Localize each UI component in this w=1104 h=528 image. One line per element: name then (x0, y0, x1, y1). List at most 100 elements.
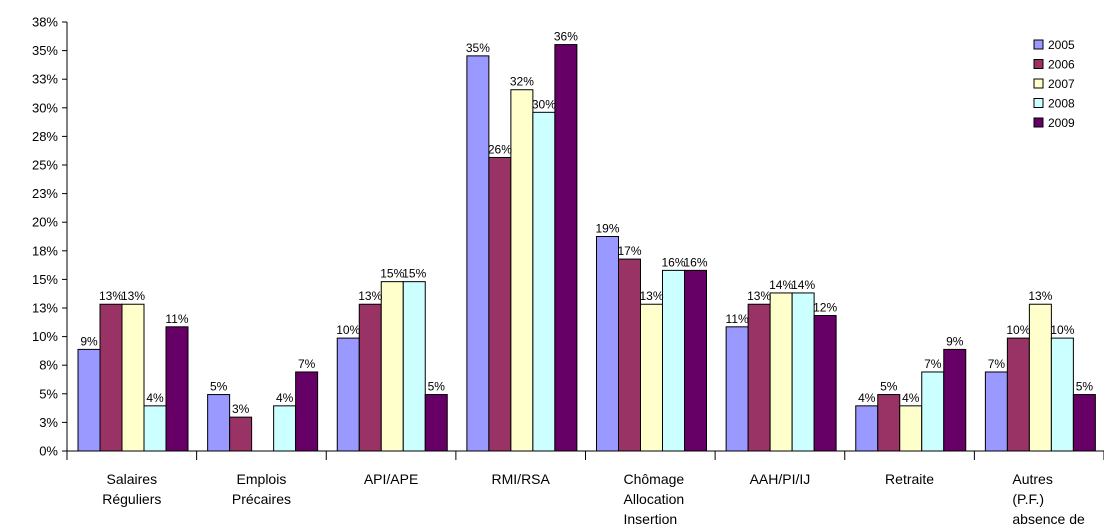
y-tick-label: 15% (32, 272, 58, 287)
data-label: 15% (380, 267, 404, 281)
bar-2005 (725, 326, 749, 452)
bar-2007 (899, 405, 923, 452)
data-label: 17% (617, 244, 641, 258)
y-tick-label: 3% (39, 415, 58, 430)
data-label: 7% (298, 357, 316, 371)
bar-2008 (402, 281, 426, 452)
data-label: 13% (121, 289, 145, 303)
x-category-label: Insertion (624, 511, 678, 527)
data-label: 16% (661, 255, 685, 269)
data-label: 11% (726, 312, 749, 326)
bar-2008 (921, 371, 945, 452)
bar-2005 (466, 55, 490, 452)
bar-2006 (99, 303, 123, 452)
data-label: 35% (466, 41, 490, 55)
x-category-label: Salaires (107, 471, 158, 487)
x-category-label: Chômage (624, 471, 685, 487)
legend: 2005 2006 2007 2008 2009 (1033, 38, 1075, 130)
bar-2005 (336, 337, 360, 452)
y-tick-label: 33% (32, 72, 58, 87)
y-tick-label: 0% (39, 444, 58, 459)
data-label: 13% (747, 289, 771, 303)
bar-2007 (121, 303, 145, 452)
bar-2009 (813, 315, 837, 452)
bar-2006 (877, 394, 901, 452)
y-tick-label: 30% (32, 100, 58, 115)
bar-2009 (943, 348, 967, 452)
data-label: 10% (1050, 323, 1074, 337)
legend-label: 2009 (1048, 116, 1075, 130)
y-tick-label: 10% (32, 329, 58, 344)
x-category-label: RMI/RSA (492, 471, 551, 487)
data-label: 5% (428, 380, 446, 394)
data-label: 26% (488, 142, 512, 156)
legend-label: 2007 (1048, 77, 1075, 91)
data-label: 9% (946, 334, 964, 348)
bar-2008 (273, 405, 297, 452)
bar-2009 (554, 44, 578, 452)
y-tick-label: 23% (32, 186, 58, 201)
x-category-label: API/APE (364, 471, 418, 487)
data-label: 4% (902, 391, 920, 405)
data-label: 30% (532, 97, 556, 111)
bar-2006 (1006, 337, 1030, 452)
bar-2008 (143, 405, 167, 452)
bar-2006 (229, 416, 253, 452)
x-category-label: Autres (1012, 471, 1052, 487)
y-tick-label: 8% (39, 358, 58, 373)
bar-2009 (1072, 394, 1096, 452)
legend-label: 2008 (1048, 97, 1075, 111)
data-label: 14% (769, 278, 793, 292)
x-category-label: absence de (1012, 511, 1085, 527)
data-label: 14% (791, 278, 815, 292)
x-category-label: Précaires (232, 491, 291, 507)
bar-2006 (358, 303, 382, 452)
bar-2006 (488, 156, 512, 452)
bars (77, 44, 1096, 452)
data-label: 11% (165, 312, 188, 326)
data-label: 5% (1076, 380, 1094, 394)
data-label: 5% (210, 380, 228, 394)
legend-swatch-2009 (1033, 117, 1044, 128)
bar-2007 (769, 292, 793, 452)
data-label: 13% (99, 289, 123, 303)
data-label: 7% (988, 357, 1006, 371)
legend-swatch-2005 (1033, 39, 1044, 50)
bar-2009 (684, 269, 707, 452)
legend-swatch-2008 (1033, 98, 1044, 108)
legend-swatch-2007 (1033, 78, 1044, 89)
data-label: 36% (554, 30, 578, 44)
legend-label: 2006 (1048, 58, 1075, 72)
y-tick-label: 5% (39, 386, 58, 401)
data-label: 13% (639, 289, 663, 303)
bar-2009 (295, 371, 319, 452)
x-category-label: Allocation (624, 491, 685, 507)
bar-2007 (1028, 303, 1052, 452)
bar-2005 (855, 405, 879, 452)
x-category-label: Retraite (885, 471, 934, 487)
data-label: 4% (146, 391, 164, 405)
data-label: 12% (813, 301, 837, 315)
data-label: 5% (880, 380, 898, 394)
y-axis: 0% 3% 5% 8% 10% 13% 15% 18% 20% 23% 25% 28% 30% 33% 35… (32, 15, 68, 459)
x-category-label: Réguliers (102, 491, 161, 507)
bar-2005 (207, 394, 231, 452)
bar-2008 (1050, 337, 1074, 452)
data-label: 32% (510, 75, 534, 89)
bar-2009 (424, 394, 448, 452)
y-tick-label: 35% (32, 43, 58, 58)
data-label: 9% (80, 334, 98, 348)
data-labels: 9% 5% 10% 35% 19% 11% 4% 7% 13% 3% 13% 26% 17% 13% 5% 1… (80, 30, 1093, 417)
y-tick-label: 20% (32, 215, 58, 230)
bar-2008 (662, 269, 685, 452)
data-label: 19% (595, 222, 619, 236)
bar-2005 (596, 236, 619, 452)
bar-2007 (510, 89, 534, 452)
bar-2007 (640, 303, 663, 452)
legend-label: 2005 (1048, 38, 1075, 52)
y-tick-label: 18% (32, 243, 58, 258)
bar-2005 (984, 371, 1008, 452)
data-label: 15% (402, 267, 426, 281)
x-axis: Salaires Réguliers Emplois Précaires API/APE… (66, 450, 1104, 527)
